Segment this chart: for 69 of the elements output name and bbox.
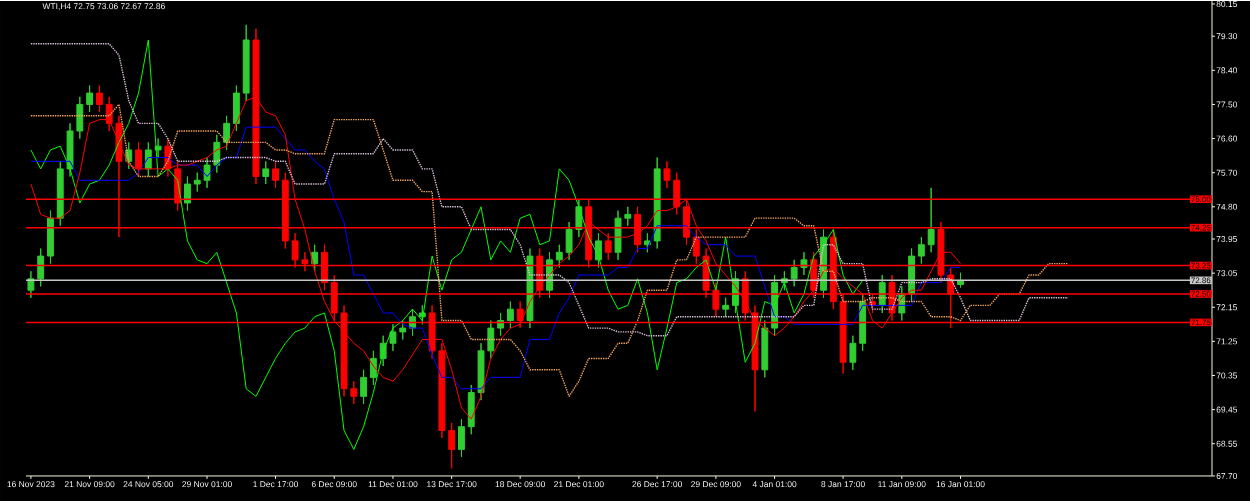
candlestick — [653, 157, 661, 250]
x-tick-label: 24 Nov 05:00 — [123, 481, 174, 488]
candlestick — [37, 248, 45, 287]
candlestick — [86, 85, 94, 113]
x-tick-label: 29 Dec 09:00 — [691, 481, 741, 488]
y-tick-label: 70.35 — [1216, 372, 1238, 379]
y-tick-label: 74.80 — [1216, 203, 1238, 210]
x-tick-label: 26 Dec 17:00 — [632, 481, 682, 488]
candlestick — [360, 369, 368, 405]
candlestick — [448, 422, 456, 469]
x-tick-label: 1 Dec 17:00 — [253, 481, 299, 488]
candlestick — [555, 244, 563, 268]
x-tick-label: 11 Jan 09:00 — [878, 481, 926, 488]
candlestick — [27, 270, 35, 299]
chart-title: WTI,H4 72.75 73.06 72.67 72.86 — [42, 3, 165, 11]
x-tick-label: 8 Jan 17:00 — [821, 481, 865, 488]
candlestick — [242, 24, 250, 102]
x-tick-label: 6 Dec 09:00 — [311, 481, 357, 488]
candlestick — [389, 323, 397, 352]
candlestick — [506, 301, 514, 329]
candlestick — [223, 115, 231, 151]
candlestick — [135, 141, 142, 177]
candlestick — [849, 335, 857, 371]
candlestick — [663, 160, 671, 189]
candlestick — [350, 380, 358, 405]
candlestick — [193, 172, 201, 193]
y-tick-label: 73.95 — [1216, 236, 1238, 243]
candlestick — [604, 232, 612, 261]
y-tick-label: 77.50 — [1216, 101, 1238, 108]
x-tick-label: 18 Dec 09:00 — [495, 481, 546, 488]
candlestick — [95, 85, 103, 113]
x-tick-label: 4 Jan 01:00 — [752, 481, 797, 488]
candlestick — [761, 320, 769, 378]
candlestick — [262, 160, 270, 185]
y-tick-label: 72.15 — [1216, 304, 1238, 311]
y-tick-label: 75.70 — [1216, 169, 1238, 176]
candlestick — [927, 187, 935, 253]
candlestick — [487, 320, 495, 359]
y-tick-label: 79.30 — [1216, 33, 1238, 40]
y-tick-label: 71.25 — [1216, 338, 1238, 345]
candlestick — [790, 259, 798, 287]
y-tick-label: 69.45 — [1216, 406, 1238, 413]
candlestick — [467, 384, 475, 435]
candlestick — [722, 297, 730, 318]
candlestick — [47, 210, 54, 265]
candlestick — [565, 221, 573, 261]
candlestick — [458, 418, 465, 458]
candlestick — [859, 293, 867, 352]
candlestick — [232, 85, 240, 132]
x-tick-label: 21 Nov 09:00 — [64, 481, 115, 488]
candlestick — [917, 236, 925, 265]
y-tick-label: 80.15 — [1216, 1, 1238, 7]
x-tick-label: 29 Nov 01:00 — [182, 481, 232, 488]
candlestick — [624, 206, 632, 227]
candlestick — [56, 160, 64, 227]
y-tick-label: 68.55 — [1216, 440, 1238, 447]
candlestick — [76, 96, 84, 140]
x-tick-label: 13 Dec 17:00 — [427, 481, 477, 488]
y-tick-label: 67.70 — [1216, 472, 1238, 479]
candlestick — [272, 160, 279, 189]
y-tick-label: 76.60 — [1216, 135, 1238, 142]
x-tick-label: 21 Dec 01:00 — [554, 481, 604, 488]
candlestick — [614, 210, 622, 261]
x-tick-label: 16 Jan 01:00 — [936, 481, 985, 488]
x-tick-label: 16 Nov 2023 — [7, 481, 55, 488]
y-tick-label: 78.40 — [1216, 67, 1238, 74]
x-tick-label: 11 Dec 01:00 — [368, 481, 418, 488]
y-tick-label: 73.05 — [1216, 270, 1238, 277]
candlestick — [477, 342, 485, 401]
